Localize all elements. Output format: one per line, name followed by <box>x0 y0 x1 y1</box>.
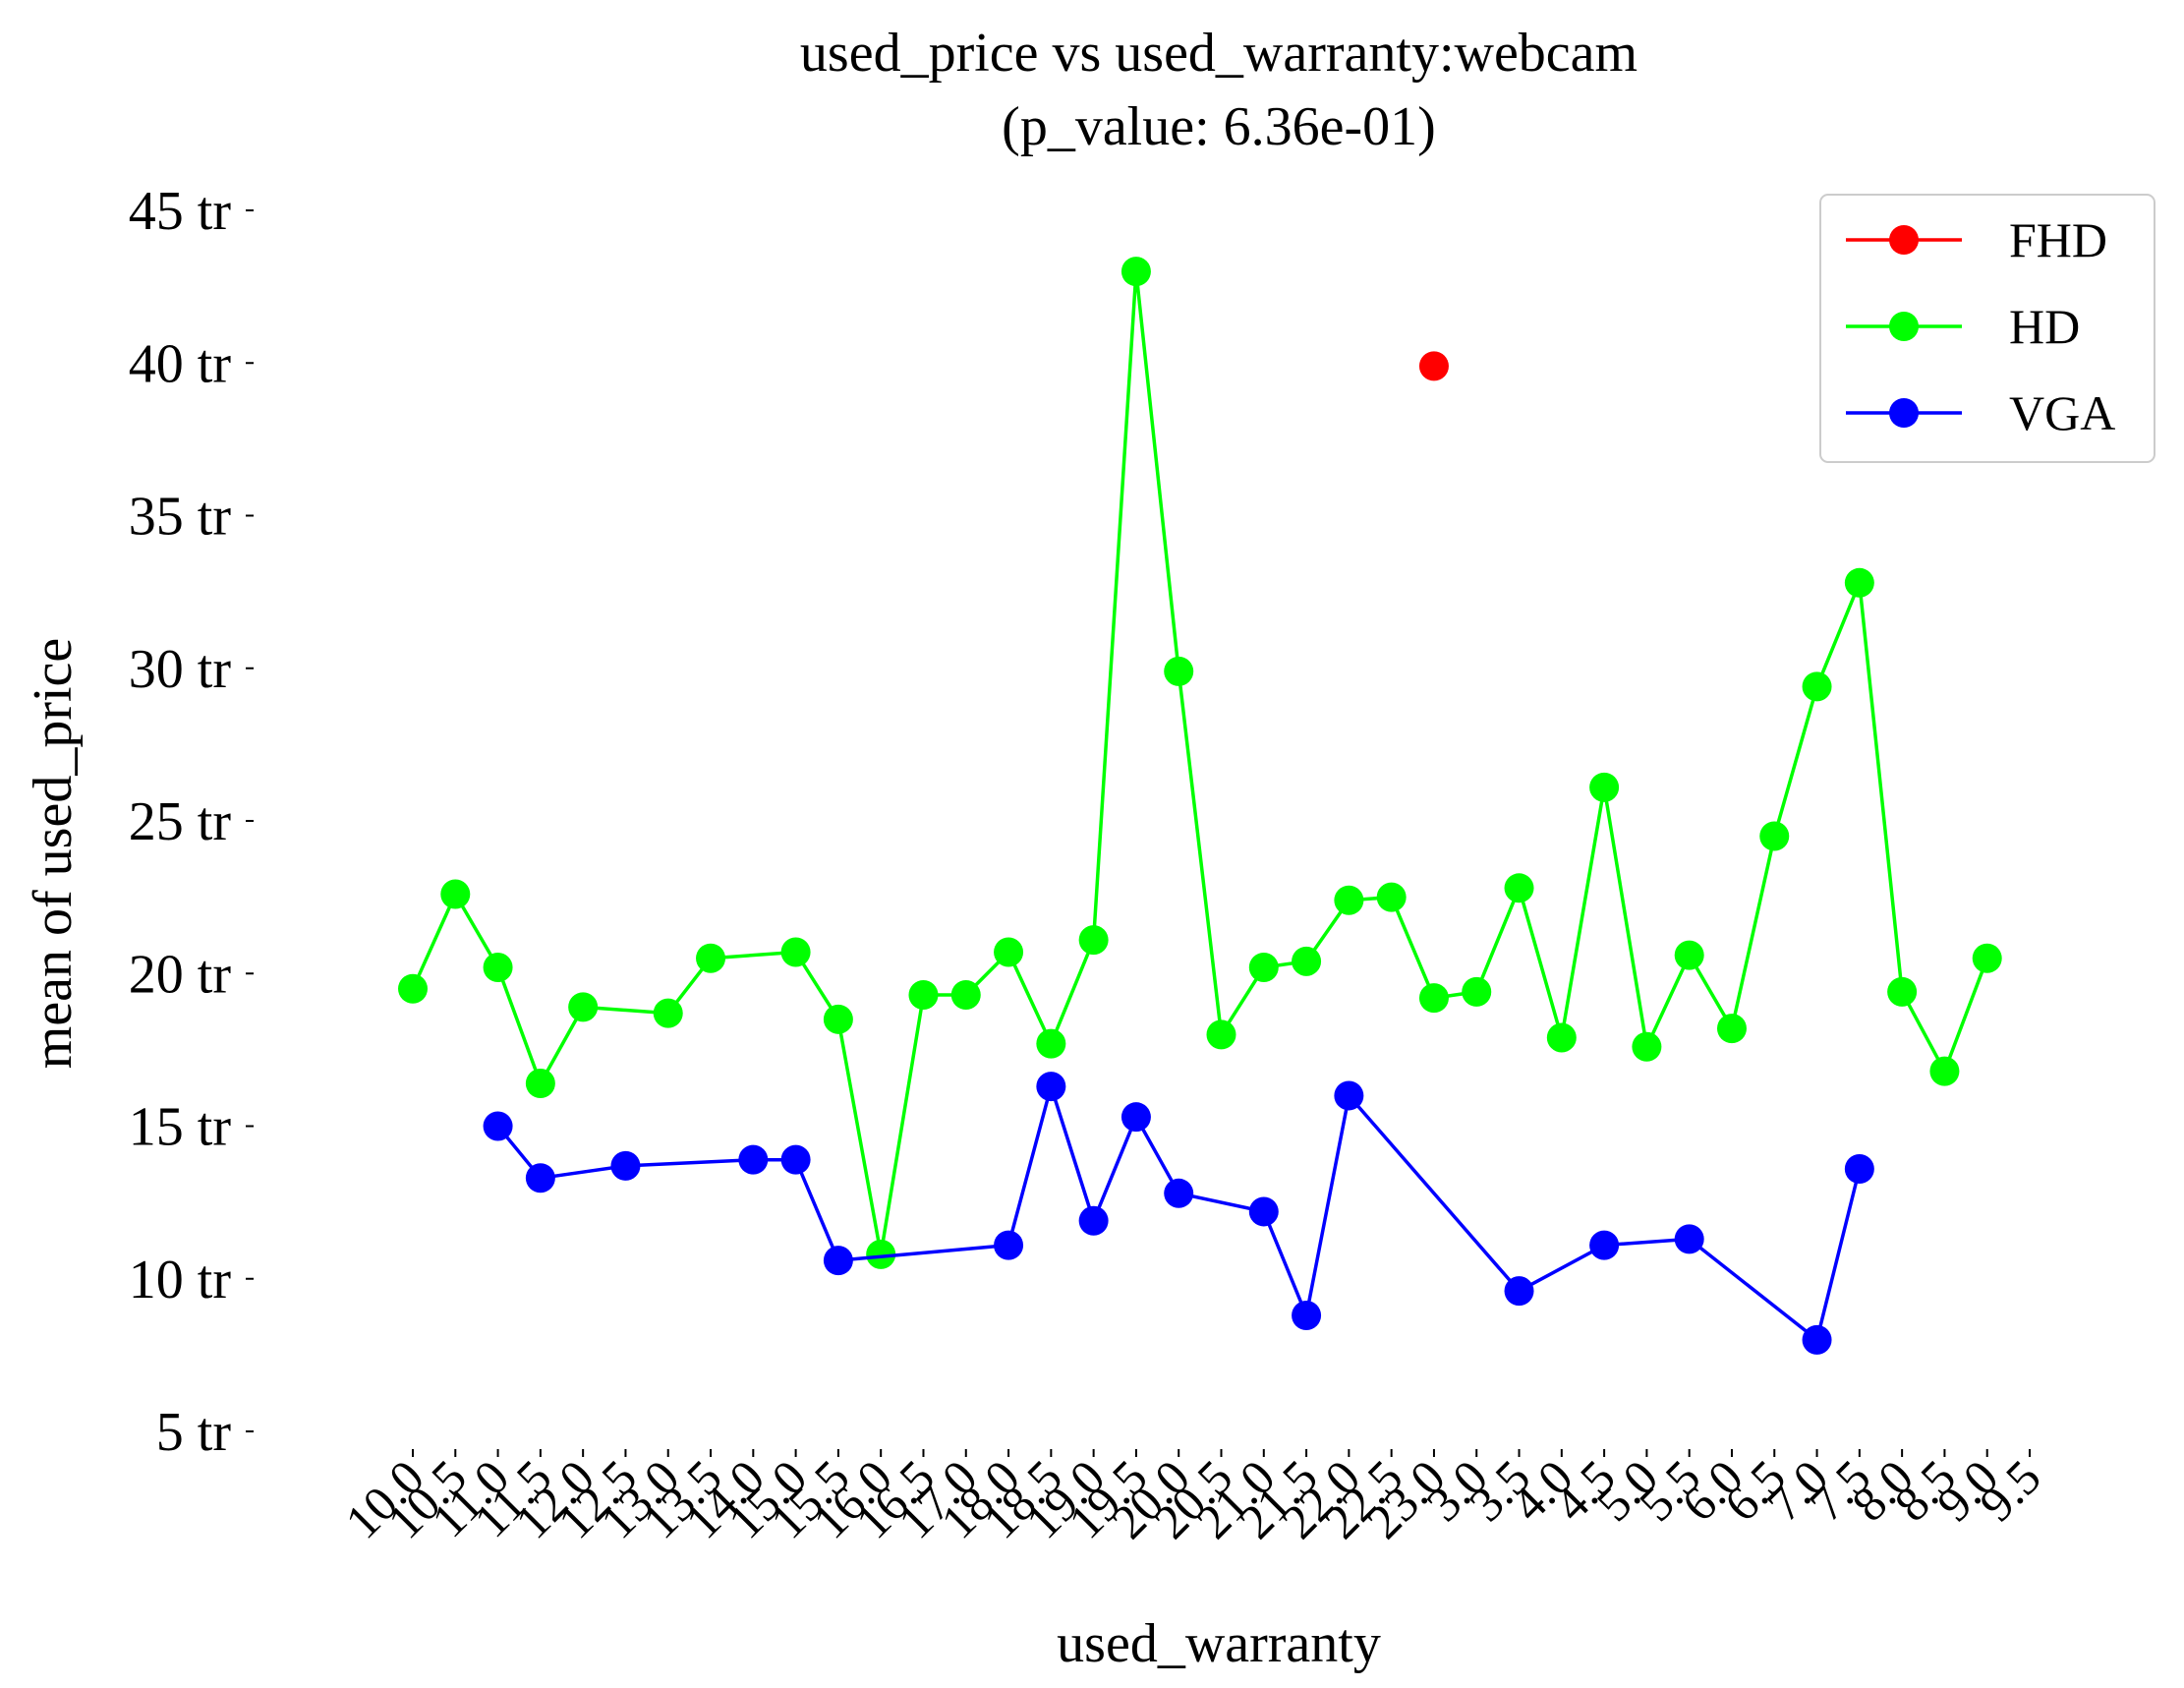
x-axis-label: used_warranty <box>1057 1613 1381 1674</box>
data-point-hd <box>696 943 726 973</box>
data-point-hd <box>950 979 981 1010</box>
legend-marker-fhd <box>1889 225 1919 255</box>
data-point-hd <box>1292 946 1322 976</box>
data-point-hd <box>1418 983 1449 1014</box>
data-point-hd <box>1759 821 1790 851</box>
chart-title: used_price vs used_warranty:webcam <box>800 23 1638 84</box>
data-point-vga <box>1844 1153 1874 1184</box>
data-point-hd <box>1121 257 1151 287</box>
data-point-hd <box>1589 772 1620 802</box>
data-point-vga <box>780 1144 811 1175</box>
chart-subtitle: (p_value: 6.36e-01) <box>1002 96 1436 157</box>
data-point-hd <box>1504 873 1534 903</box>
data-point-hd <box>823 1004 853 1034</box>
data-point-hd <box>1972 943 2002 973</box>
data-point-hd <box>1036 1028 1066 1059</box>
data-point-vga <box>525 1163 555 1193</box>
data-point-vga <box>1292 1301 1322 1331</box>
data-point-vga <box>1589 1230 1620 1260</box>
y-axis-label: mean of used_price <box>23 638 84 1069</box>
data-point-hd <box>1206 1019 1236 1050</box>
data-point-hd <box>1844 567 1874 598</box>
series-layer <box>398 257 2002 1355</box>
data-point-hd <box>1929 1056 1960 1086</box>
data-point-hd <box>1802 671 1832 702</box>
data-point-hd <box>1632 1031 1662 1062</box>
data-point-hd <box>398 973 428 1004</box>
data-point-vga <box>1036 1072 1066 1102</box>
data-point-hd <box>525 1069 555 1099</box>
y-tick-label: 25 tr <box>129 791 232 852</box>
data-point-vga <box>1504 1276 1534 1307</box>
data-point-hd <box>866 1239 896 1269</box>
series-line-hd <box>411 269 1989 1256</box>
y-tick-label: 45 tr <box>129 181 232 242</box>
data-point-hd <box>483 953 513 983</box>
data-point-hd <box>1248 953 1279 983</box>
data-point-vga <box>1334 1080 1364 1111</box>
data-point-vga <box>483 1111 513 1141</box>
legend-box <box>1819 194 2155 463</box>
data-point-hd <box>440 879 471 909</box>
data-point-vga <box>1164 1178 1194 1208</box>
data-point-fhd <box>1418 351 1449 381</box>
data-point-vga <box>738 1144 769 1175</box>
legend-marker-vga <box>1889 398 1919 428</box>
data-point-hd <box>1462 976 1492 1007</box>
x-axis: 10.010.511.011.512.012.513.013.514.015.0… <box>334 1449 2051 1549</box>
legend-label-vga: VGA <box>2009 385 2115 440</box>
data-point-vga <box>1674 1224 1704 1254</box>
data-point-hd <box>908 979 939 1010</box>
series-line-vga <box>496 1084 1862 1342</box>
y-axis: 5 tr 10 tr 15 tr 20 tr 25 tr 30 tr 35 tr 40 tr 4… <box>129 181 254 1463</box>
data-point-hd <box>1674 940 1704 970</box>
legend-marker-hd <box>1889 312 1919 341</box>
data-point-hd <box>994 937 1024 967</box>
y-tick-label: 10 tr <box>129 1250 232 1310</box>
data-point-hd <box>1546 1022 1577 1053</box>
data-point-hd <box>653 998 683 1028</box>
data-point-vga <box>1802 1324 1832 1355</box>
y-tick-label: 35 tr <box>129 487 232 548</box>
data-point-hd <box>1164 656 1194 686</box>
data-point-vga <box>1121 1102 1151 1133</box>
data-point-hd <box>1716 1014 1747 1044</box>
data-point-vga <box>994 1230 1024 1260</box>
data-point-hd <box>1078 925 1109 956</box>
data-point-vga <box>823 1246 853 1276</box>
y-tick-label: 30 tr <box>129 639 232 700</box>
y-tick-label: 40 tr <box>129 333 232 394</box>
data-point-hd <box>568 992 599 1022</box>
y-tick-label: 20 tr <box>129 944 232 1005</box>
data-point-hd <box>1887 976 1918 1007</box>
data-point-hd <box>780 937 811 967</box>
data-point-vga <box>610 1150 641 1181</box>
y-tick-label: 15 tr <box>129 1097 232 1158</box>
data-point-vga <box>1078 1205 1109 1236</box>
data-point-hd <box>1376 882 1407 912</box>
data-point-hd <box>1334 885 1364 915</box>
data-point-vga <box>1248 1196 1279 1227</box>
legend-label-hd: HD <box>2009 299 2080 354</box>
legend-label-fhd: FHD <box>2009 212 2107 267</box>
y-tick-label: 5 tr <box>156 1402 232 1463</box>
legend: FHD HD VGA <box>1819 194 2155 463</box>
